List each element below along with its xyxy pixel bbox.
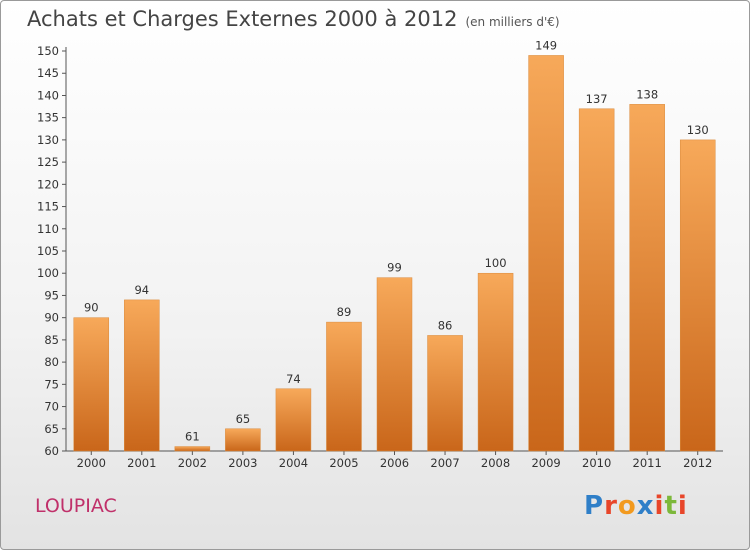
commune-name: LOUPIAC <box>35 495 117 517</box>
bar <box>679 139 716 452</box>
y-tick-label: 130 <box>37 133 59 147</box>
bar <box>528 55 564 452</box>
y-tick-label: 115 <box>37 200 59 214</box>
y-tick-label: 95 <box>44 288 59 302</box>
bar-value-label: 65 <box>236 412 251 426</box>
y-tick-label: 85 <box>44 333 59 347</box>
bar <box>629 104 665 452</box>
bar <box>225 428 261 452</box>
y-tick-label: 150 <box>37 44 59 58</box>
bar-value-label: 89 <box>337 305 352 319</box>
bar-value-label: 100 <box>485 256 507 270</box>
y-tick-label: 90 <box>44 311 59 325</box>
y-tick-label: 80 <box>44 355 59 369</box>
bar <box>73 317 110 452</box>
x-tick-label: 2007 <box>430 456 459 470</box>
x-tick-label: 2003 <box>228 456 257 470</box>
chart-bar-labels: 90 94 61 65 74 89 99 86 100 149 137 138 130 <box>84 38 709 443</box>
x-tick-label: 2011 <box>633 456 662 470</box>
chart-bars <box>73 55 716 452</box>
bar-value-label: 90 <box>84 301 99 315</box>
logo-letter: P <box>584 491 605 521</box>
y-tick-label: 70 <box>44 400 59 414</box>
x-tick-label: 2005 <box>329 456 358 470</box>
x-tick-label: 2006 <box>380 456 409 470</box>
bar-value-label: 74 <box>286 372 301 386</box>
y-tick-label: 60 <box>44 444 59 458</box>
bar <box>275 388 312 452</box>
y-tick-label: 125 <box>37 155 59 169</box>
bar-value-label: 137 <box>586 92 608 106</box>
bar <box>477 272 514 452</box>
bar <box>174 446 211 452</box>
logo-letter: x <box>636 491 655 521</box>
y-tick-label: 105 <box>37 244 59 258</box>
y-tick-label: 110 <box>37 222 59 236</box>
chart-title-text: Achats et Charges Externes 2000 à 2012 <box>27 7 458 31</box>
x-tick-label: 2001 <box>127 456 156 470</box>
x-tick-label: 2008 <box>481 456 510 470</box>
bar <box>376 277 413 452</box>
bar-value-label: 86 <box>438 318 453 332</box>
y-tick-label: 100 <box>37 266 59 280</box>
x-tick-label: 2012 <box>683 456 712 470</box>
y-tick-label: 140 <box>37 88 59 102</box>
bar <box>326 321 362 452</box>
y-tick-label: 145 <box>37 66 59 80</box>
chart-axes: 60 65 70 75 80 85 90 95 100 105 110 115 120 125 130 135… <box>37 44 723 470</box>
chart-subtitle: (en milliers d'€) <box>465 15 560 29</box>
bar-value-label: 99 <box>387 261 402 275</box>
bar-value-label: 149 <box>535 38 557 52</box>
bar-value-label: 138 <box>636 87 658 101</box>
bar-value-label: 130 <box>687 123 709 137</box>
x-tick-label: 2002 <box>178 456 207 470</box>
bar-value-label: 94 <box>134 283 149 297</box>
y-tick-label: 135 <box>37 111 59 125</box>
logo-letter: i <box>654 491 665 521</box>
bar-value-label: 61 <box>185 430 200 444</box>
x-tick-label: 2004 <box>279 456 308 470</box>
logo-letter: i <box>677 491 688 521</box>
bar <box>578 108 615 452</box>
x-tick-label: 2010 <box>582 456 611 470</box>
y-tick-label: 75 <box>44 377 59 391</box>
logo-letter: t <box>664 491 678 521</box>
bar <box>124 299 160 452</box>
x-tick-label: 2000 <box>77 456 106 470</box>
logo-letter: o <box>617 491 637 521</box>
logo-letter: r <box>604 491 618 521</box>
chart-title: Achats et Charges Externes 2000 à 2012 (e… <box>27 7 560 31</box>
y-tick-label: 65 <box>44 422 59 436</box>
x-tick-label: 2009 <box>531 456 560 470</box>
proxiti-logo[interactable]: Proxiti <box>584 491 688 521</box>
bar <box>427 335 463 452</box>
y-tick-label: 120 <box>37 177 59 191</box>
